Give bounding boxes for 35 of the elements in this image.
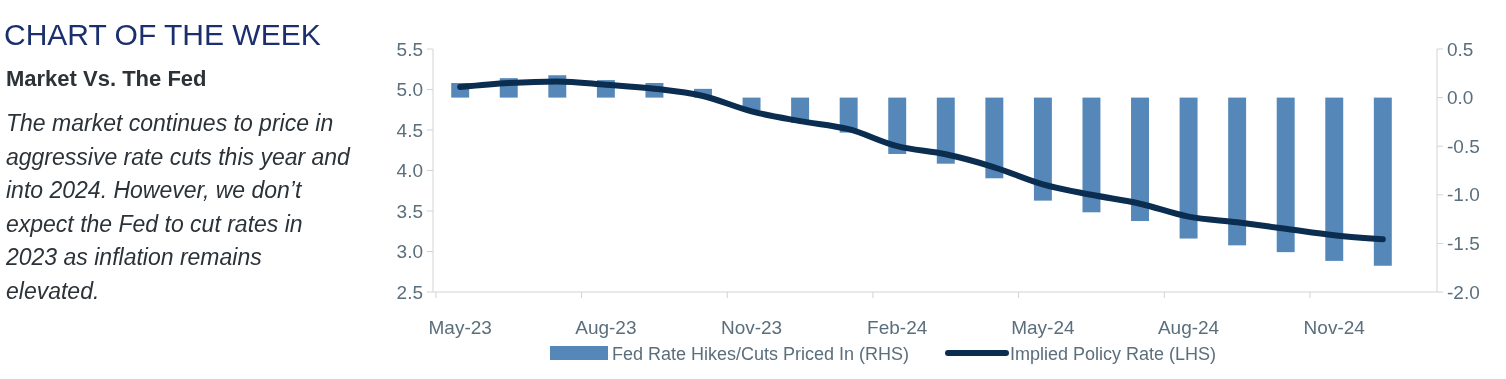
y2-tick-label: -1.5 (1447, 233, 1480, 255)
y-tick-label: 4.0 (396, 160, 423, 182)
x-tick-label: May-24 (1011, 317, 1076, 338)
y-tick-label: 3.5 (396, 200, 423, 222)
text: CHART OF THE WEEK (4, 18, 321, 51)
y2-tick-label: -2.0 (1447, 281, 1480, 303)
text: Market Vs. The Fed (6, 66, 207, 91)
x-tick-label: Nov-23 (720, 317, 783, 338)
bar (1228, 97, 1247, 246)
bar (1373, 97, 1392, 266)
x-tick-label: Aug-24 (1157, 317, 1220, 338)
x-tick-label: Feb-24 (867, 317, 928, 338)
bar (1179, 97, 1198, 239)
bar (1131, 97, 1149, 222)
y-tick-label: 3.0 (396, 241, 423, 263)
x-tick-label: Nov-24 (1303, 317, 1366, 338)
y-tick-label: 5.0 (396, 79, 423, 101)
y2-tick-label: 0.0 (1447, 87, 1474, 109)
bar (1033, 97, 1052, 201)
bar (1082, 97, 1101, 213)
bar (1325, 97, 1344, 261)
legend-label: Implied Policy Rate (LHS) (1010, 344, 1217, 364)
x-tick-label: May-23 (428, 317, 492, 338)
y2-tick-label: 0.5 (1447, 38, 1474, 60)
bar (1276, 97, 1295, 253)
text: The market continues to price in aggressive rate cuts this year and into 2024. However, we don’t expect the Fed to cut rates in 2023 as inflation remains elevated. (5, 110, 352, 304)
bar (985, 97, 1004, 179)
y-tick-label: 5.5 (396, 38, 423, 60)
y-tick-label: 2.5 (396, 281, 423, 303)
legend-label: Fed Rate Hikes/Cuts Priced In (RHS) (612, 344, 910, 364)
bar (936, 97, 955, 164)
x-tick-label: Aug-23 (575, 317, 637, 338)
y2-tick-label: -1.0 (1447, 184, 1480, 206)
y-tick-label: 4.5 (396, 119, 423, 141)
y2-tick-label: -0.5 (1447, 135, 1480, 157)
